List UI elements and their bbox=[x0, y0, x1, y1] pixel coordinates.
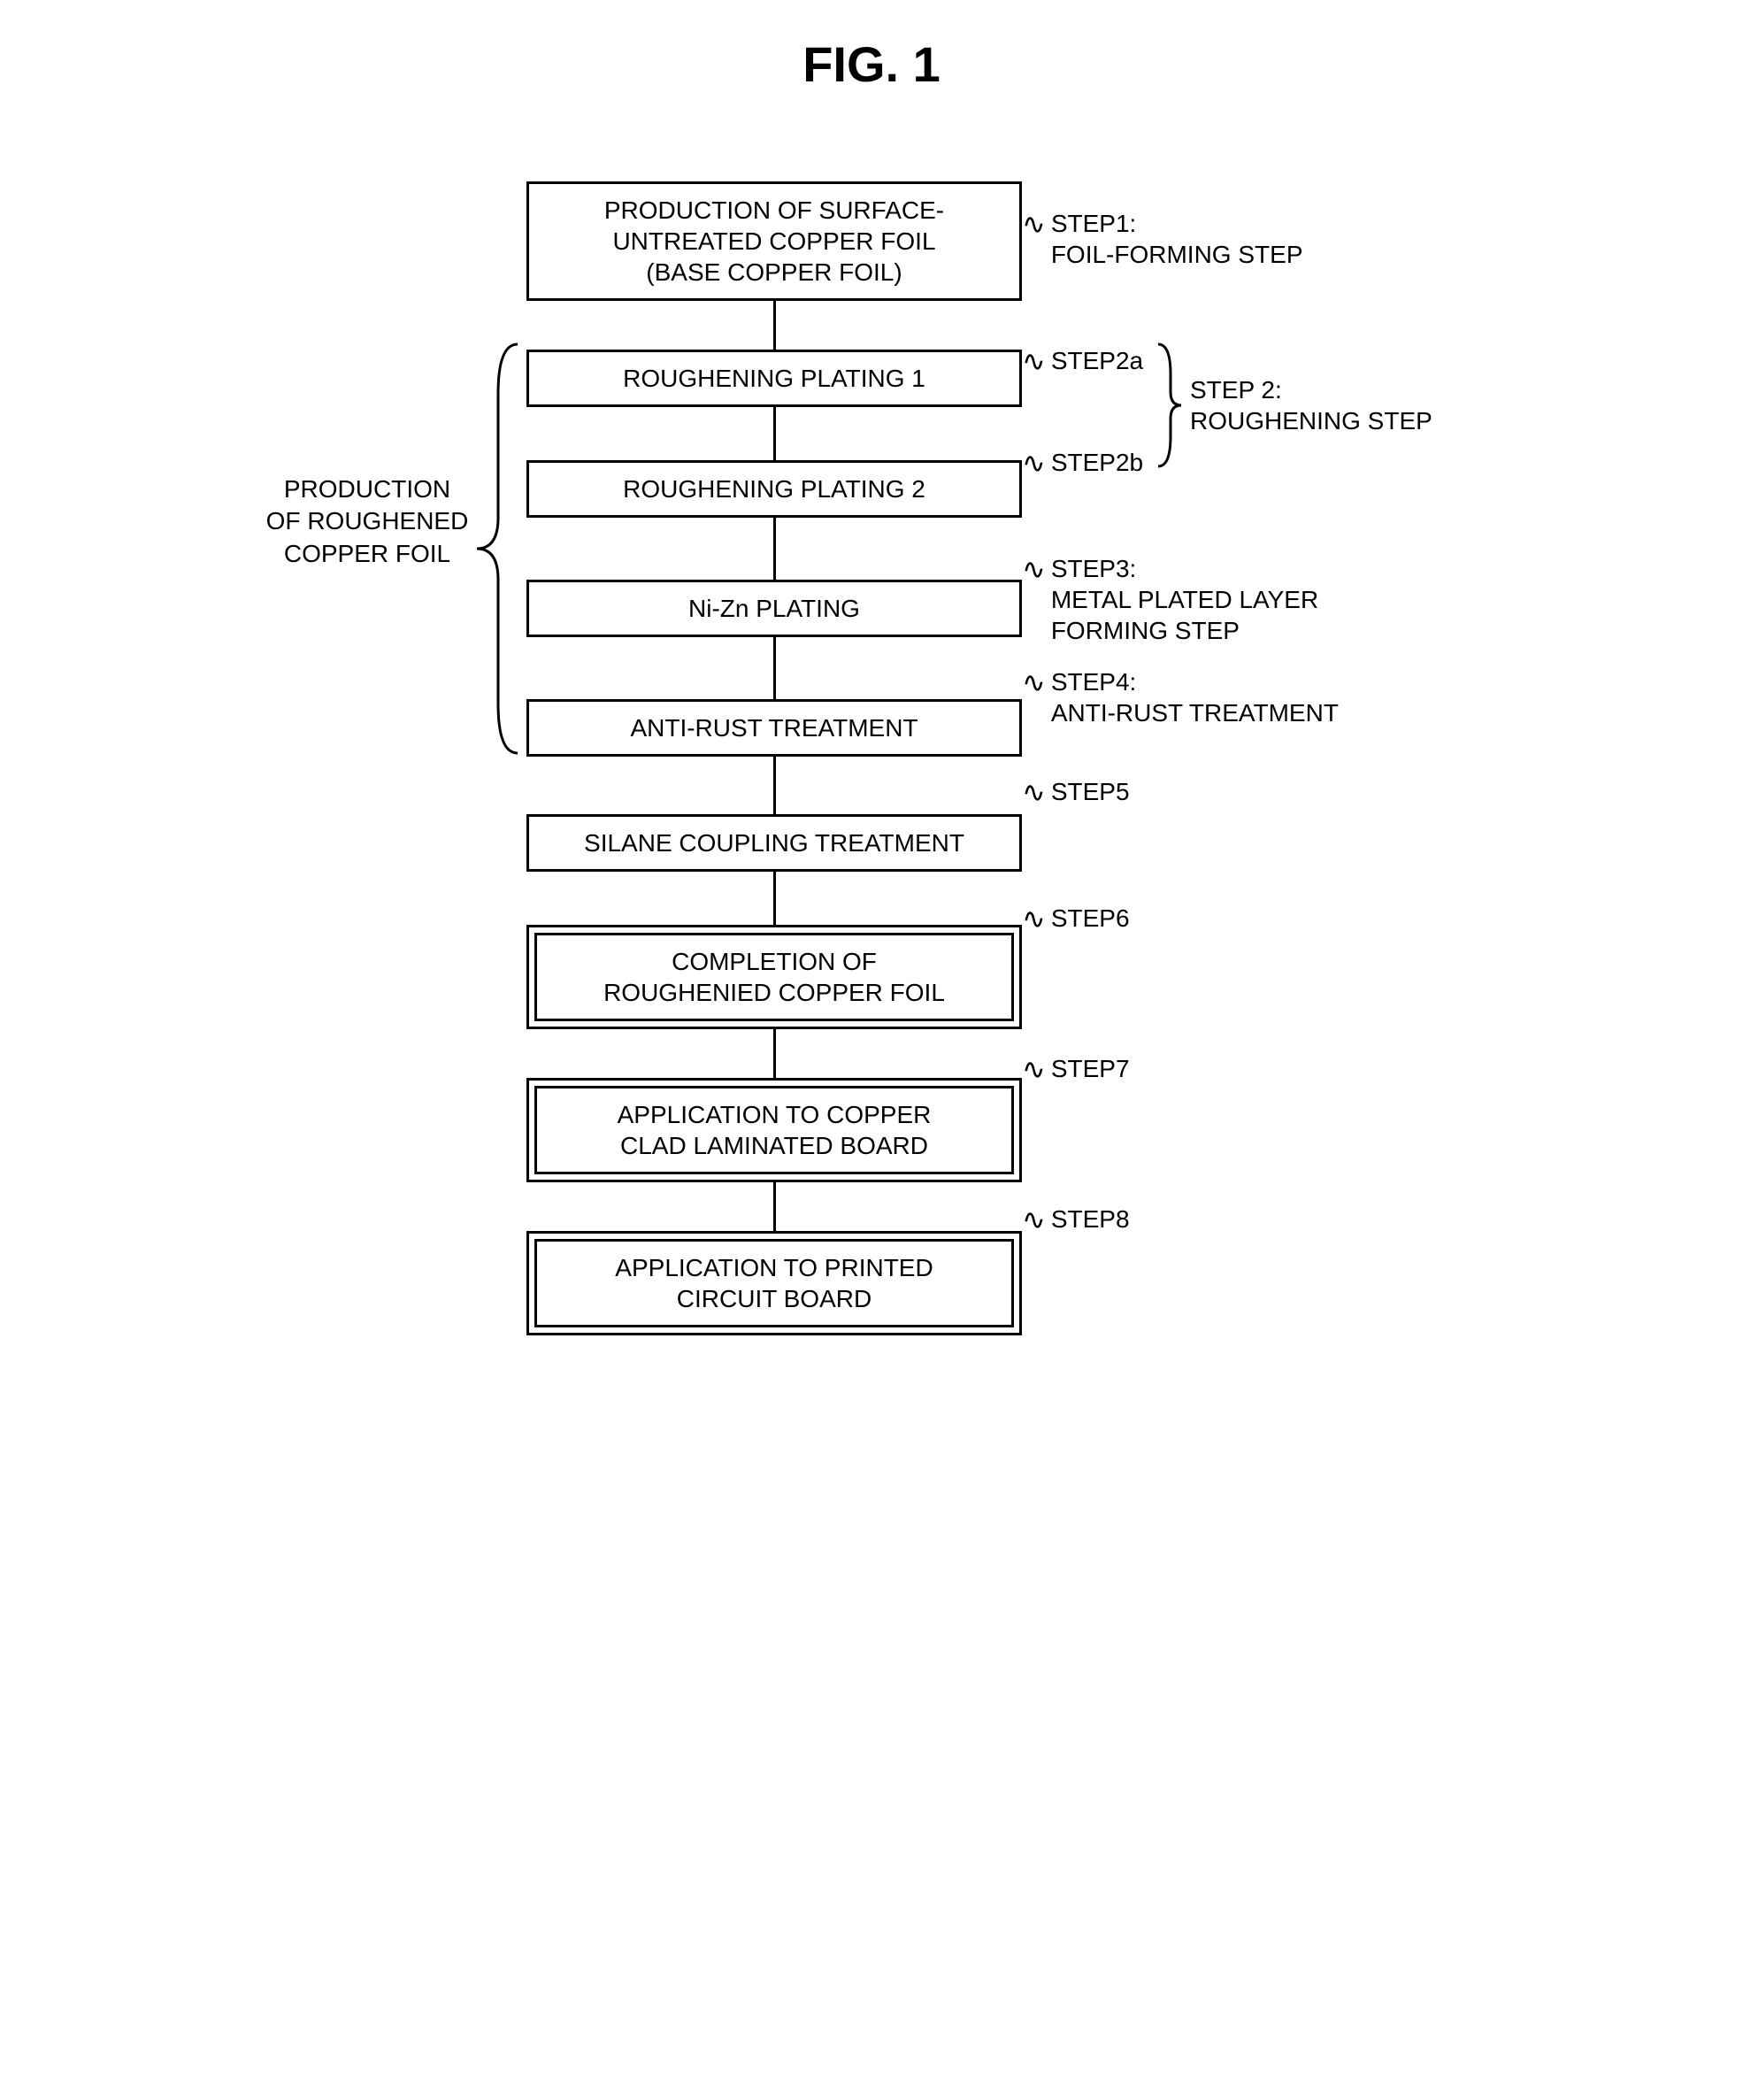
label-text: STEP4: ANTI-RUST TREATMENT bbox=[1051, 666, 1339, 728]
label-text: STEP1: FOIL-FORMING STEP bbox=[1051, 208, 1303, 270]
connector bbox=[773, 518, 776, 580]
label-text: STEP5 bbox=[1051, 776, 1130, 807]
connector bbox=[773, 872, 776, 925]
label-text: STEP2b bbox=[1051, 447, 1143, 478]
step5-label: ∿ STEP5 bbox=[1022, 776, 1130, 810]
step4-box: ANTI-RUST TREATMENT bbox=[526, 699, 1022, 757]
step4-label: ∿ STEP4: ANTI-RUST TREATMENT bbox=[1022, 666, 1339, 728]
connector bbox=[773, 407, 776, 460]
step7-box: APPLICATION TO COPPER CLAD LAMINATED BOA… bbox=[534, 1086, 1014, 1174]
connector bbox=[773, 757, 776, 814]
label-text: STEP 2: ROUGHENING STEP bbox=[1190, 374, 1432, 436]
step8-box: APPLICATION TO PRINTED CIRCUIT BOARD bbox=[534, 1239, 1014, 1327]
step6-label: ∿ STEP6 bbox=[1022, 903, 1130, 936]
connector bbox=[773, 637, 776, 699]
step3-label: ∿ STEP3: METAL PLATED LAYER FORMING STEP bbox=[1022, 553, 1318, 646]
step2-label: STEP 2: ROUGHENING STEP bbox=[1190, 374, 1432, 436]
label-text: STEP2a bbox=[1051, 345, 1143, 376]
left-brace-label: PRODUCTION OF ROUGHENED COPPER FOIL bbox=[261, 473, 473, 570]
step8-label: ∿ STEP8 bbox=[1022, 1204, 1130, 1237]
step7-label: ∿ STEP7 bbox=[1022, 1053, 1130, 1087]
step1-label: ∿ STEP1: FOIL-FORMING STEP bbox=[1022, 208, 1303, 270]
step1-box: PRODUCTION OF SURFACE- UNTREATED COPPER … bbox=[526, 181, 1022, 301]
label-text: STEP7 bbox=[1051, 1053, 1130, 1084]
label-text: STEP8 bbox=[1051, 1204, 1130, 1235]
step2a-box: ROUGHENING PLATING 1 bbox=[526, 350, 1022, 407]
tilde-icon: ∿ bbox=[1022, 1051, 1046, 1087]
tilde-icon: ∿ bbox=[1022, 445, 1046, 481]
step2b-label: ∿ STEP2b bbox=[1022, 447, 1143, 481]
connector bbox=[773, 1029, 776, 1078]
left-brace-icon bbox=[473, 341, 521, 757]
step6-box: COMPLETION OF ROUGHENIED COPPER FOIL bbox=[534, 933, 1014, 1021]
step5-box: SILANE COUPLING TREATMENT bbox=[526, 814, 1022, 872]
label-text: STEP3: METAL PLATED LAYER FORMING STEP bbox=[1051, 553, 1318, 646]
label-text: STEP6 bbox=[1051, 903, 1130, 934]
connector bbox=[773, 1182, 776, 1231]
connector bbox=[773, 301, 776, 350]
tilde-icon: ∿ bbox=[1022, 551, 1046, 587]
tilde-icon: ∿ bbox=[1022, 1202, 1046, 1237]
figure-title: FIG. 1 bbox=[35, 35, 1708, 93]
tilde-icon: ∿ bbox=[1022, 343, 1046, 379]
step2a-label: ∿ STEP2a bbox=[1022, 345, 1143, 379]
tilde-icon: ∿ bbox=[1022, 665, 1046, 700]
tilde-icon: ∿ bbox=[1022, 774, 1046, 810]
flow-column: PRODUCTION OF SURFACE- UNTREATED COPPER … bbox=[526, 181, 1022, 1335]
tilde-icon: ∿ bbox=[1022, 901, 1046, 936]
flowchart: PRODUCTION OF ROUGHENED COPPER FOIL PROD… bbox=[35, 181, 1708, 1335]
tilde-icon: ∿ bbox=[1022, 206, 1046, 242]
step2b-box: ROUGHENING PLATING 2 bbox=[526, 460, 1022, 518]
step2-brace-icon bbox=[1155, 339, 1185, 472]
step3-box: Ni-Zn PLATING bbox=[526, 580, 1022, 637]
